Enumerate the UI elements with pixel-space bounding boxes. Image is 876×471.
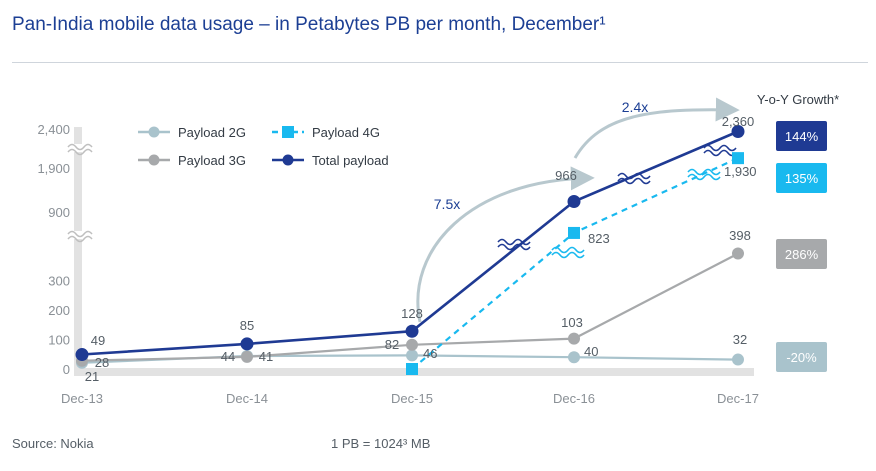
legend-label-payload-4g: Payload 4G — [312, 125, 380, 140]
data-label: 40 — [584, 344, 598, 359]
data-label: 32 — [733, 332, 747, 347]
growth-value: -20% — [786, 350, 817, 365]
total-payload-point — [75, 348, 89, 362]
legend-label-payload-3g: Payload 3G — [178, 153, 246, 168]
growth-badge-payload-2g — [776, 342, 827, 372]
unit-note: 1 PB = 1024³ MB — [331, 436, 431, 451]
data-label: 128 — [401, 306, 423, 321]
data-label: 103 — [561, 315, 583, 330]
data-label: 966 — [555, 168, 577, 183]
legend-marker-payload-2g — [148, 126, 160, 138]
growth-arrow — [573, 97, 740, 159]
chart-title: Pan-India mobile data usage – in Petabyt… — [12, 14, 606, 35]
data-label: 85 — [240, 318, 254, 333]
y-axis-bar — [74, 127, 82, 376]
legend-label-payload-2g: Payload 2G — [178, 125, 246, 140]
line-break-icon — [551, 251, 585, 259]
title-divider — [12, 62, 868, 63]
data-label: 44 — [221, 349, 235, 364]
data-label: 46 — [423, 346, 437, 361]
payload-2g-point — [732, 353, 744, 366]
total-payload-point — [405, 324, 419, 338]
x-tick-label: Dec-15 — [391, 391, 433, 406]
growth-arrow — [416, 166, 595, 323]
growth-value: 144% — [785, 129, 819, 144]
x-tick-label: Dec-16 — [553, 391, 595, 406]
growth-value: 135% — [785, 171, 819, 186]
line-break-icon — [617, 172, 651, 180]
y-tick-label: 2,400 — [37, 122, 70, 137]
line-break-icon — [687, 168, 721, 176]
legend-marker-payload-3g — [148, 154, 160, 166]
growth-badge-total-payload — [776, 121, 827, 151]
legend-marker-total-payload — [282, 154, 294, 166]
growth-title: Y-o-Y Growth* — [757, 92, 839, 107]
data-label: 28 — [95, 355, 109, 370]
line-break-icon — [497, 238, 531, 246]
data-label: 41 — [259, 349, 273, 364]
x-tick-label: Dec-17 — [717, 391, 759, 406]
y-tick-label: 0 — [63, 362, 70, 377]
growth-annotation: 2.4x — [622, 99, 648, 115]
total-payload-point — [567, 194, 581, 208]
total-payload-point — [240, 337, 254, 351]
payload-4g-point — [732, 152, 744, 165]
y-axis-break-icon — [67, 230, 93, 238]
payload-2g-point — [568, 351, 580, 364]
line-break-icon — [497, 243, 531, 251]
data-label: 49 — [91, 333, 105, 348]
y-tick-label: 1,900 — [37, 161, 70, 176]
line-break-icon — [551, 246, 585, 254]
data-label: 823 — [588, 231, 610, 246]
source-note: Source: Nokia — [12, 436, 94, 451]
data-label: 21 — [85, 369, 99, 384]
y-tick-label: 300 — [48, 274, 70, 289]
y-axis-break-icon — [67, 148, 93, 156]
growth-annotation: 7.5x — [434, 196, 460, 212]
growth-badge-payload-4g — [776, 163, 827, 193]
data-label: 1,930 — [724, 164, 757, 179]
y-tick-label: 100 — [48, 333, 70, 348]
payload-4g-point — [568, 226, 580, 239]
x-tick-label: Dec-14 — [226, 391, 268, 406]
payload-3g-point — [406, 338, 418, 351]
line-break-icon — [703, 144, 737, 152]
y-axis-break-icon — [67, 143, 93, 151]
payload-3g-point — [241, 350, 253, 363]
payload-3g-point — [568, 332, 580, 345]
growth-badge-payload-3g — [776, 239, 827, 269]
payload-4g-point — [406, 363, 418, 375]
payload-3g-point — [732, 247, 744, 260]
legend-marker-payload-4g — [282, 126, 294, 138]
total-payload-point — [731, 124, 745, 138]
line-break-icon — [687, 173, 721, 181]
line-break-icon — [617, 177, 651, 185]
y-tick-label: 200 — [48, 303, 70, 318]
growth-value: 286% — [785, 247, 819, 262]
y-tick-label: 900 — [48, 205, 70, 220]
line-break-icon — [703, 149, 737, 157]
data-label: 82 — [385, 337, 399, 352]
data-label: 2,360 — [722, 114, 755, 129]
x-tick-label: Dec-13 — [61, 391, 103, 406]
data-label: 398 — [729, 228, 751, 243]
legend-label-total-payload: Total payload — [312, 153, 389, 168]
payload-2g-point — [406, 349, 418, 362]
y-axis-break-icon — [67, 235, 93, 243]
